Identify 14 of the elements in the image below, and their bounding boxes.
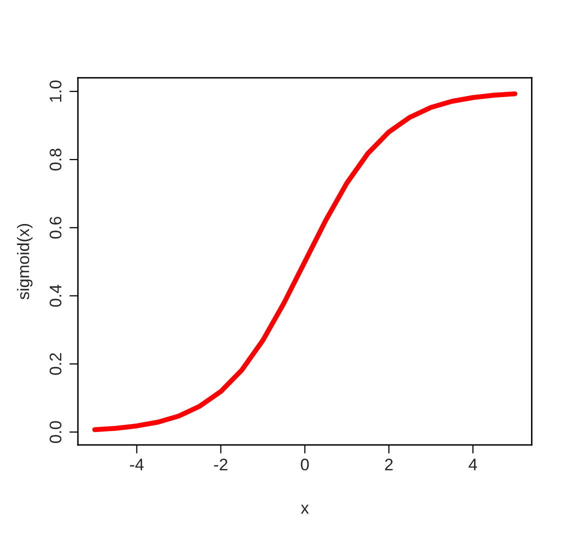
- y-tick-label: 0.0: [50, 421, 62, 443]
- y-tick-label: 0.4: [50, 284, 62, 307]
- x-tick-label: 2: [385, 458, 393, 470]
- y-tick-label: 0.2: [50, 353, 62, 375]
- y-tick-label: 0.8: [50, 148, 62, 170]
- y-axis-title: sigmoid(x): [16, 224, 33, 300]
- x-tick-label: -2: [214, 458, 228, 470]
- x-axis-title: x: [300, 504, 309, 514]
- x-tick-label: -4: [130, 458, 144, 470]
- line-series: [92, 91, 518, 432]
- x-tick-label: 0: [300, 458, 309, 470]
- y-tick-label: 1.0: [50, 80, 62, 102]
- x-tick-label: 4: [468, 458, 478, 470]
- y-tick-label: 0.6: [50, 216, 62, 239]
